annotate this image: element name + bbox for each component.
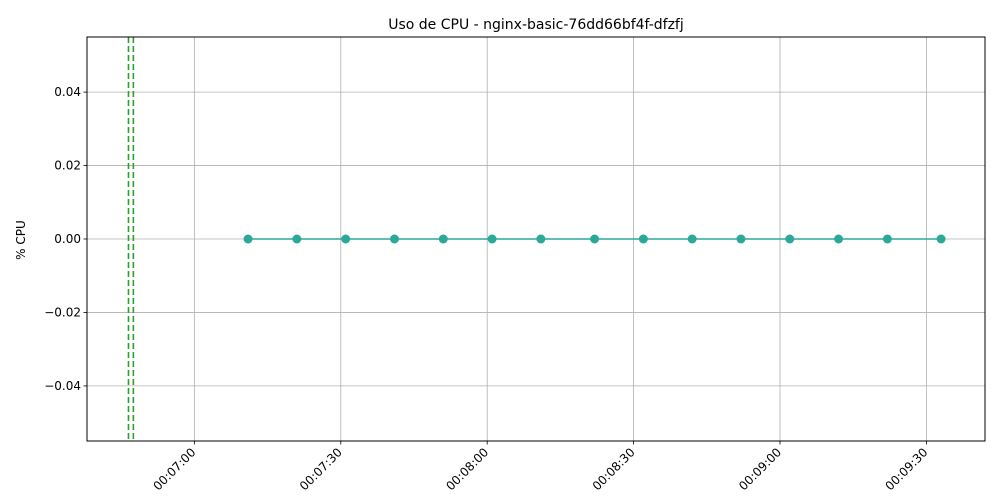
x-tick-label: 00:07:00	[150, 445, 198, 493]
x-tick-label: 00:09:00	[736, 445, 784, 493]
x-tick-label: 00:08:30	[590, 445, 638, 493]
x-tick-label: 00:09:30	[883, 445, 931, 493]
data-point	[487, 234, 497, 244]
x-axis-ticks: 00:07:00 00:07:30 00:08:00 00:08:30 00:09:00…	[150, 441, 931, 493]
y-tick-label: 0.04	[54, 85, 81, 99]
y-tick-label: 0.00	[54, 232, 81, 246]
data-point	[834, 234, 844, 244]
vertical-markers	[127, 37, 135, 441]
data-point	[638, 234, 648, 244]
x-tick-label: 00:07:30	[297, 445, 345, 493]
data-point	[882, 234, 892, 244]
data-point	[389, 234, 399, 244]
chart-title: Uso de CPU - nginx-basic-76dd66bf4f-dfzf…	[388, 17, 684, 33]
y-axis-ticks: −0.04 −0.02 0.00 0.02 0.04	[44, 85, 87, 393]
data-point	[736, 234, 746, 244]
data-point	[536, 234, 546, 244]
data-point	[590, 234, 600, 244]
y-tick-label: 0.02	[54, 159, 81, 173]
y-tick-label: −0.04	[44, 379, 81, 393]
series-layer	[243, 234, 946, 244]
x-tick-label: 00:08:00	[443, 445, 491, 493]
data-point	[785, 234, 795, 244]
data-point	[292, 234, 302, 244]
y-axis-label: % CPU	[14, 220, 28, 260]
data-point	[438, 234, 448, 244]
data-point	[243, 234, 253, 244]
data-point	[687, 234, 697, 244]
data-point	[936, 234, 946, 244]
y-tick-label: −0.02	[44, 305, 81, 319]
data-point	[341, 234, 351, 244]
